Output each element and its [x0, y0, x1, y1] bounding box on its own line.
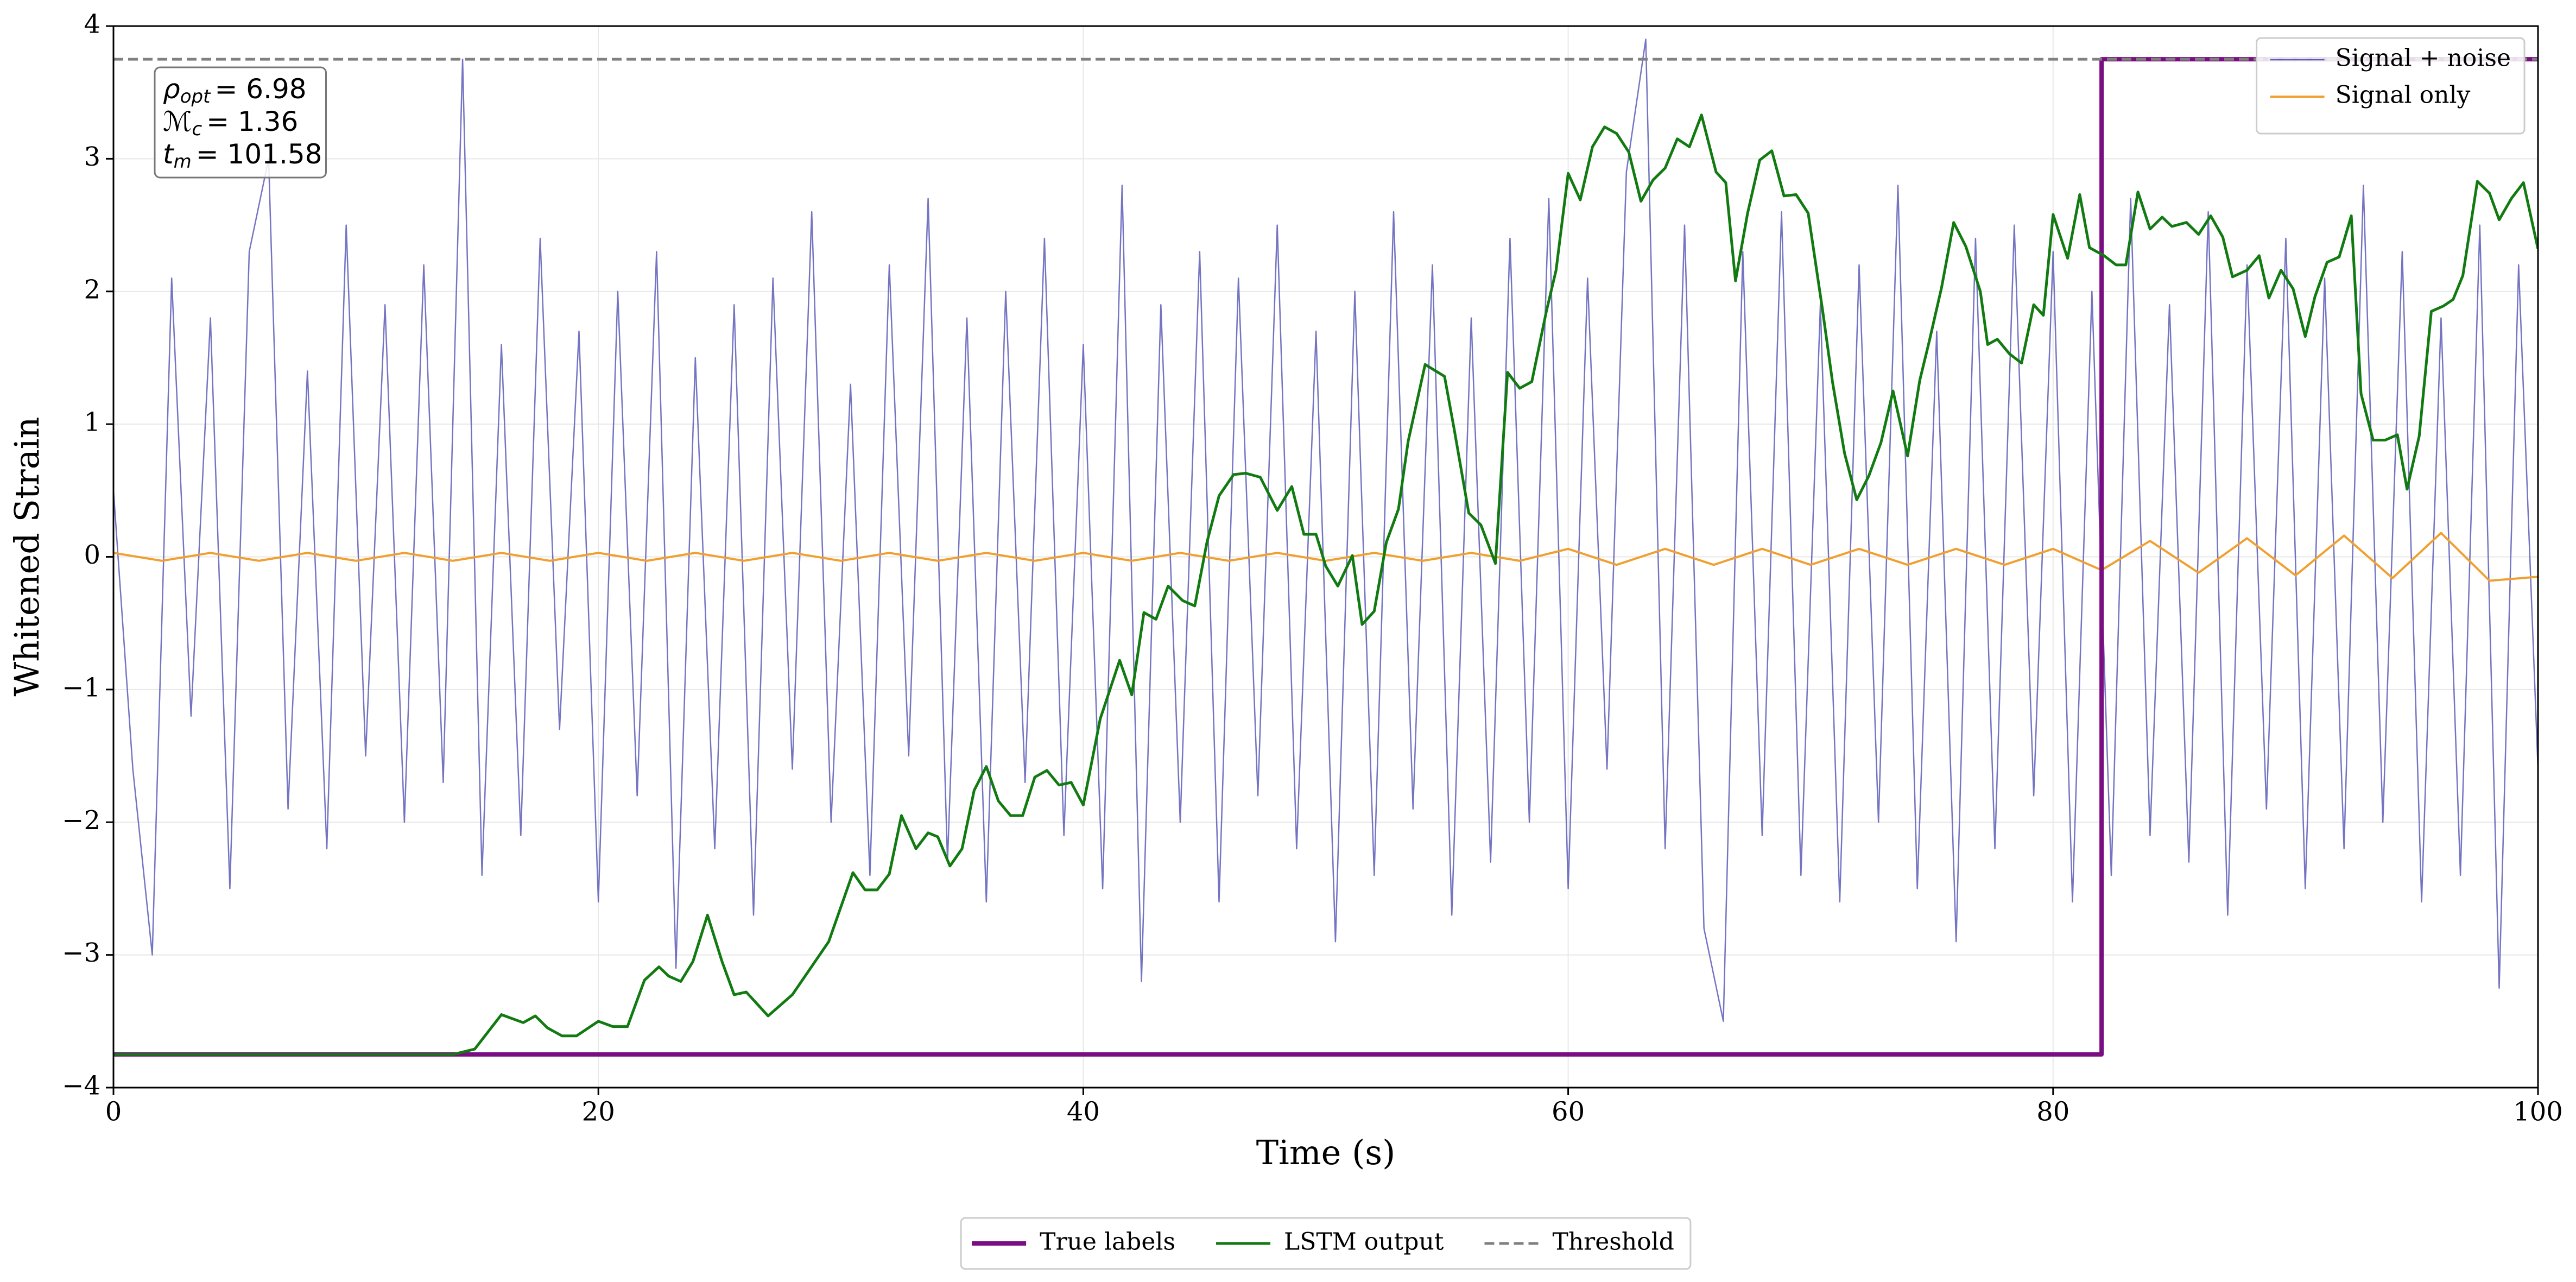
annotation-subscript: c [192, 118, 202, 140]
series-line [113, 39, 2538, 1022]
annotation-symbol: ℳ [163, 106, 192, 137]
annotation-text: ℳc = 1.36 [163, 106, 298, 140]
y-tick-label: 0 [84, 540, 100, 570]
annotation-value: = 101.58 [196, 138, 322, 170]
x-axis-label: Time (s) [1256, 1133, 1396, 1172]
plot-frame [112, 25, 2539, 1089]
annotation-symbol: t [163, 138, 175, 170]
y-tick-label: 2 [84, 274, 100, 305]
y-tick-label: −1 [62, 672, 100, 703]
legend-label: True labels [1040, 1228, 1175, 1256]
series-line [113, 532, 2538, 582]
legend-label: Signal + noise [2336, 45, 2511, 72]
legend-label: Threshold [1552, 1228, 1674, 1256]
y-tick-label: 1 [84, 407, 100, 438]
x-tick-label: 60 [1552, 1097, 1585, 1127]
annotation-subscript: m [174, 151, 192, 173]
annotation-symbol: ρ [163, 73, 180, 105]
y-tick-label: −4 [62, 1071, 100, 1101]
annotation-text: tm = 101.58 [163, 138, 322, 173]
legend-label: Signal only [2336, 81, 2471, 109]
annotation-value: = 6.98 [214, 73, 306, 105]
legend-box [960, 1217, 1692, 1270]
y-tick-label: 4 [84, 9, 100, 40]
y-tick-label: −3 [62, 938, 100, 968]
x-tick-label: 80 [2036, 1097, 2069, 1127]
x-tick-label: 40 [1067, 1097, 1100, 1127]
y-tick-label: −2 [62, 805, 100, 836]
annotation-text: ρopt = 6.98 [163, 73, 307, 108]
annotation-box [154, 66, 327, 179]
series-line [113, 113, 2538, 1056]
x-tick-label: 100 [2513, 1097, 2563, 1127]
legend-items: True labels LSTM output Threshold [972, 1228, 1674, 1256]
legend-box [2256, 37, 2526, 135]
x-tick-label: 0 [105, 1097, 122, 1127]
legend-label: LSTM output [1284, 1228, 1444, 1256]
y-tick-label: 3 [84, 142, 100, 172]
annotation-value: = 1.36 [206, 106, 298, 137]
x-tick-label: 20 [582, 1097, 615, 1127]
y-axis-label: Whitened Strain [7, 417, 47, 697]
annotation-subscript: opt [180, 86, 211, 108]
